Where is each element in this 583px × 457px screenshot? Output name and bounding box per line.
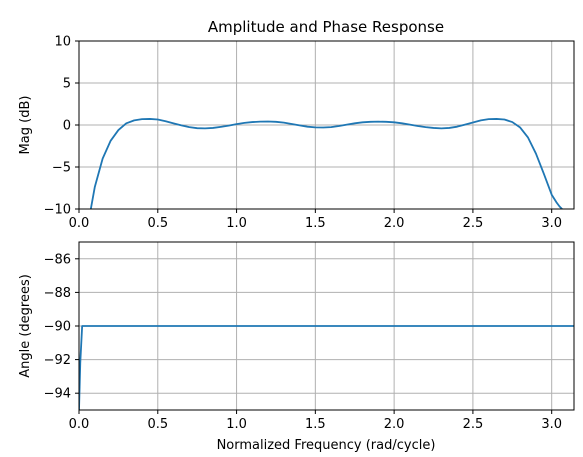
magnitude-x-tick-label: 2.0 [384,216,405,231]
magnitude-series-line [89,118,563,209]
chart-title: Amplitude and Phase Response [208,18,444,36]
phase-panel: 0.0 0.5 1.0 1.5 2.0 2.5 3.0 −86 −88 −90 −92 −94 [44,241,575,432]
phase-y-tick-label: −94 [44,387,71,402]
phase-x-tick-label: 0.5 [147,417,168,432]
magnitude-panel: 0.0 0.5 1.0 1.5 2.0 2.5 3.0 10 5 0 −5 −10 [44,35,575,231]
phase-y-axis-label: Angle (degrees) [18,274,33,378]
magnitude-x-tick-label: 0.0 [69,216,90,231]
magnitude-x-tick-label: 1.0 [226,216,247,231]
magnitude-x-tick-label: 0.5 [147,216,168,231]
magnitude-y-tick-label: 5 [63,77,71,92]
magnitude-x-tick-label: 1.5 [305,216,326,231]
magnitude-y-tick-label: 10 [54,35,71,50]
phase-y-tick-label: −92 [44,353,71,368]
magnitude-y-tick-label: 0 [63,119,71,134]
phase-x-tick-label: 2.0 [384,417,405,432]
phase-y-tick-label: −86 [44,252,71,267]
magnitude-x-tick-label: 3.0 [541,216,562,231]
phase-x-tick-label: 1.5 [305,417,326,432]
phase-series-line [79,325,574,410]
phase-y-tick-label: −90 [44,320,71,335]
phase-x-tick-label: 3.0 [541,417,562,432]
phase-y-tick-label: −88 [44,286,71,301]
phase-x-tick-label: 1.0 [226,417,247,432]
phase-x-tick-label: 2.5 [463,417,484,432]
magnitude-y-tick-label: −5 [52,161,71,176]
x-axis-label: Normalized Frequency (rad/cycle) [217,438,436,453]
phase-x-tick-label: 0.0 [69,417,90,432]
magnitude-y-axis-label: Mag (dB) [18,96,33,155]
magnitude-y-tick-label: −10 [44,203,71,218]
magnitude-x-tick-label: 2.5 [463,216,484,231]
